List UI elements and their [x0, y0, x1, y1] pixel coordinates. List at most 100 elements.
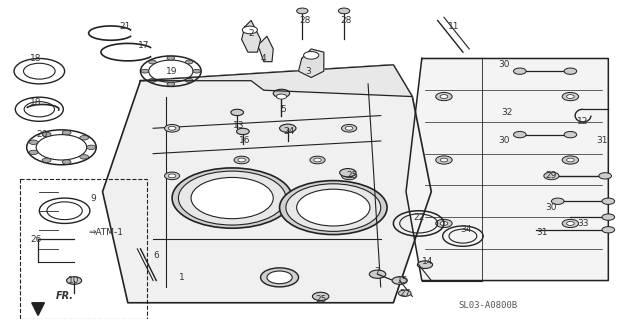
Text: 34: 34: [460, 225, 472, 234]
Text: 7: 7: [375, 267, 380, 276]
Text: 1: 1: [178, 273, 184, 282]
Polygon shape: [242, 20, 260, 52]
Circle shape: [185, 78, 193, 82]
Polygon shape: [298, 49, 324, 77]
Text: 18: 18: [30, 99, 42, 108]
Circle shape: [440, 221, 448, 225]
Circle shape: [80, 135, 89, 140]
Circle shape: [42, 158, 51, 163]
Circle shape: [602, 214, 615, 220]
Circle shape: [279, 124, 296, 132]
Circle shape: [164, 172, 180, 180]
Circle shape: [164, 124, 180, 132]
Bar: [20, 179, 147, 319]
Text: 25: 25: [347, 172, 358, 180]
Polygon shape: [406, 59, 608, 281]
Circle shape: [67, 277, 82, 284]
Text: 32: 32: [502, 108, 513, 117]
Polygon shape: [102, 65, 431, 303]
Text: 30: 30: [545, 203, 557, 212]
Circle shape: [168, 126, 176, 130]
Circle shape: [185, 60, 193, 64]
Polygon shape: [140, 65, 412, 97]
Text: 31: 31: [536, 228, 548, 237]
Text: FR.: FR.: [56, 292, 74, 301]
Circle shape: [342, 172, 357, 180]
Circle shape: [193, 69, 201, 73]
Circle shape: [237, 128, 249, 135]
Text: 16: 16: [239, 136, 251, 146]
Text: SL03-A0800B: SL03-A0800B: [458, 301, 518, 310]
Text: 28: 28: [299, 16, 311, 25]
Circle shape: [338, 8, 350, 14]
Polygon shape: [32, 303, 44, 316]
Circle shape: [544, 172, 559, 180]
Text: 29: 29: [545, 172, 557, 180]
Text: 11: 11: [448, 22, 459, 31]
Text: 17: 17: [138, 41, 149, 50]
Text: 3: 3: [305, 67, 311, 76]
Text: 10: 10: [69, 276, 80, 285]
Circle shape: [562, 219, 578, 228]
Text: 14: 14: [422, 257, 434, 266]
Circle shape: [168, 174, 176, 178]
Circle shape: [345, 174, 353, 178]
Circle shape: [514, 132, 526, 138]
Circle shape: [167, 82, 175, 86]
Circle shape: [29, 150, 38, 155]
Text: 12: 12: [577, 117, 589, 126]
Circle shape: [566, 158, 574, 162]
Text: 31: 31: [596, 136, 608, 146]
Text: 18: 18: [30, 54, 42, 63]
Circle shape: [172, 168, 292, 228]
Circle shape: [267, 271, 292, 284]
Text: 20: 20: [37, 130, 48, 139]
Circle shape: [436, 92, 452, 101]
Circle shape: [436, 156, 452, 164]
Circle shape: [149, 78, 156, 82]
Text: 5: 5: [280, 105, 286, 114]
Text: 24: 24: [283, 127, 295, 136]
Circle shape: [602, 198, 615, 204]
Circle shape: [243, 26, 257, 34]
Text: 9: 9: [90, 194, 96, 203]
Circle shape: [602, 227, 615, 233]
Circle shape: [297, 189, 370, 226]
Circle shape: [141, 69, 149, 73]
Circle shape: [273, 89, 290, 98]
Text: 26: 26: [30, 235, 42, 244]
Circle shape: [191, 178, 273, 219]
Circle shape: [312, 292, 329, 300]
Text: 4: 4: [261, 54, 267, 63]
Circle shape: [238, 158, 245, 162]
Circle shape: [29, 140, 38, 144]
Circle shape: [436, 219, 452, 228]
Circle shape: [260, 268, 298, 287]
Circle shape: [276, 94, 286, 99]
Circle shape: [551, 198, 564, 204]
Circle shape: [279, 180, 387, 235]
Circle shape: [370, 270, 386, 278]
Text: 21: 21: [119, 22, 130, 31]
Circle shape: [314, 158, 321, 162]
Circle shape: [566, 221, 574, 225]
Circle shape: [231, 109, 244, 116]
Circle shape: [310, 156, 325, 164]
Circle shape: [440, 158, 448, 162]
Text: 22: 22: [413, 212, 424, 221]
Circle shape: [149, 60, 156, 64]
Circle shape: [62, 131, 71, 135]
Circle shape: [342, 124, 357, 132]
Circle shape: [514, 68, 526, 74]
Circle shape: [80, 155, 89, 159]
Circle shape: [440, 95, 448, 99]
Circle shape: [178, 171, 286, 225]
Polygon shape: [259, 36, 273, 62]
Circle shape: [286, 184, 381, 231]
Circle shape: [297, 8, 308, 14]
Text: 27: 27: [399, 289, 410, 298]
Circle shape: [564, 68, 577, 74]
Circle shape: [562, 156, 578, 164]
Circle shape: [304, 52, 319, 59]
Circle shape: [42, 132, 51, 137]
